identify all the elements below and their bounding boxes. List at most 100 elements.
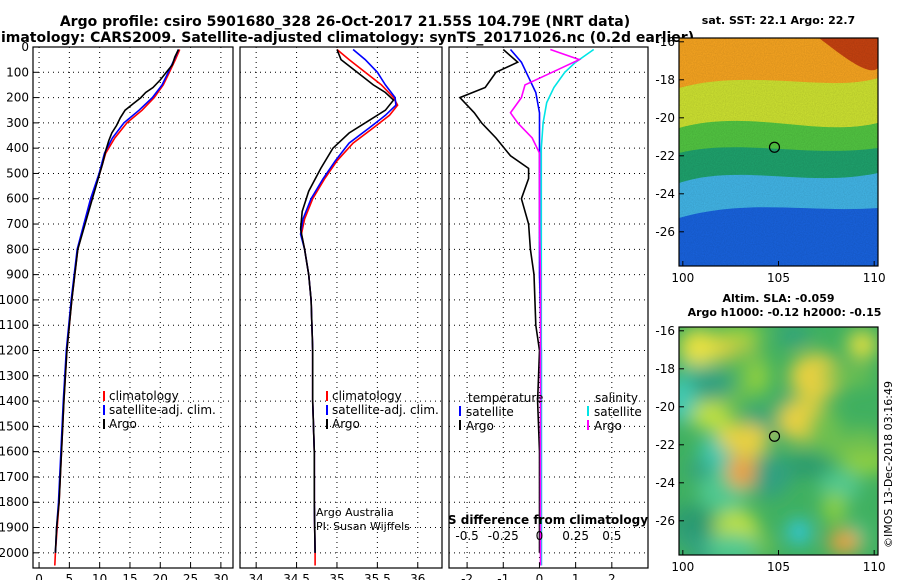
x-tick-label: -2 [461,572,473,580]
y-tick-label: 400 [6,141,29,155]
y-tick-label: -16 [655,35,675,49]
y-tick-label: 1000 [0,293,29,307]
salinity-tick-label: -0.25 [488,529,519,543]
y-tick-label: -24 [655,476,675,490]
profile-panels: 051015202530temperature (deg C)010020030… [0,40,649,580]
series-salinity-argo [509,48,582,566]
map-blob [679,376,697,423]
x-tick-label: 100 [671,560,694,574]
x-tick-label: 0 [536,572,544,580]
map-blob [716,486,740,506]
legend-label: climatology [332,389,402,403]
y-tick-label: -18 [655,73,675,87]
y-tick-label: -26 [655,514,675,528]
map-blob [679,505,714,536]
map-blob-warm [848,331,876,359]
y-tick-label: -16 [655,324,675,338]
y-tick-label: 1600 [0,445,29,459]
y-tick-label: -22 [655,149,675,163]
y-tick-label: 700 [6,217,29,231]
series-temperature-argo [458,48,541,553]
panel-frame [32,46,234,569]
map-blob [789,353,843,400]
legend-label: Argo [332,417,360,431]
y-tick-label: 900 [6,268,29,282]
y-tick-label: 1900 [0,521,29,535]
y-tick-label: 1300 [0,369,29,383]
y-tick-label: 1800 [0,495,29,509]
map-blobs [679,327,878,555]
salinity-difference-label: S difference from climatology [448,513,648,527]
map-blob [687,459,712,481]
series-argo [54,49,180,553]
map-blob [705,533,759,555]
map-title: Altim. SLA: -0.059 [722,292,834,305]
y-tick-label: 600 [6,192,29,206]
map-blob [807,408,842,452]
x-tick-label: 2 [608,572,616,580]
panel-temperature: 051015202530temperature (deg C)010020030… [0,40,234,580]
series-climatology [54,49,181,566]
y-tick-label: 1400 [0,394,29,408]
map-blob [715,327,766,342]
title-line-1: Argo profile: csiro 5901680_328 26-Oct-2… [60,14,630,30]
x-tick-label: 5 [66,572,74,580]
x-tick-label: 105 [767,271,790,285]
legend-title-salinity: salinity [595,391,638,405]
legend-label: satellite [594,405,642,419]
x-tick-label: 34.5 [283,572,310,580]
x-tick-label: -1 [497,572,509,580]
map-sst: -16 -18 -20 -22 -24 -26 100 105 110 sat. SST: 22.… [655,14,885,285]
y-tick-label: 1700 [0,470,29,484]
legend-label: Argo [466,419,494,433]
legend-label: climatology [109,389,179,403]
y-tick-label: -18 [655,362,675,376]
y-tick-label: 1100 [0,318,29,332]
series-temperature-satellite [509,48,543,566]
legend-label: satellite-adj. clim. [332,403,439,417]
map-panels: -16 -18 -20 -22 -24 -26 100 105 110 sat. SST: 22.… [655,14,886,574]
legend-label: satellite-adj. clim. [109,403,216,417]
x-tick-label: 100 [671,271,694,285]
map-blob [841,428,878,456]
map-field [679,38,878,266]
map-blob [783,455,833,478]
map-blob-warm [828,530,860,554]
panel-frame [448,46,649,569]
y-tick-label: -26 [655,225,675,239]
y-tick-label: 200 [6,91,29,105]
y-tick-label: 300 [6,116,29,130]
x-tick-label: 10 [92,572,107,580]
map-noise [679,38,878,266]
series-salinity-satellite [540,48,595,566]
map-blob [744,453,792,498]
y-tick-label: 1500 [0,419,29,433]
map-title: sat. SST: 22.1 Argo: 22.7 [702,14,855,27]
y-tick-label: -20 [655,400,675,414]
map-blob [718,423,770,455]
panel-difference: -2-1012T difference from climatologytemp… [448,46,649,580]
salinity-tick-label: 0 [536,529,544,543]
series-climatology [300,48,399,566]
x-tick-label: 0 [35,572,43,580]
x-tick-label: 25 [183,572,198,580]
x-tick-label: 20 [153,572,168,580]
panel-frame [239,46,443,569]
map-blob [776,327,810,345]
y-tick-label: 0 [21,40,29,54]
y-tick-label: 2000 [0,546,29,560]
legend-title-temperature: temperature [468,391,543,405]
map-blob [819,366,875,386]
x-tick-label: 15 [122,572,137,580]
map-blob [725,346,768,369]
x-tick-label: 35.5 [364,572,391,580]
map-field [679,327,878,555]
x-tick-label: 105 [767,560,790,574]
legend-label: satellite [466,405,514,419]
y-tick-label: 800 [6,242,29,256]
map-blob-warm [727,456,755,488]
difference-legend: temperature salinitysatelliteArgosatellit… [459,391,642,433]
x-tick-label: 110 [863,560,886,574]
credit-imos: ©IMOS 13-Dec-2018 03:16:49 [882,381,895,548]
x-tick-label: 35 [329,572,344,580]
